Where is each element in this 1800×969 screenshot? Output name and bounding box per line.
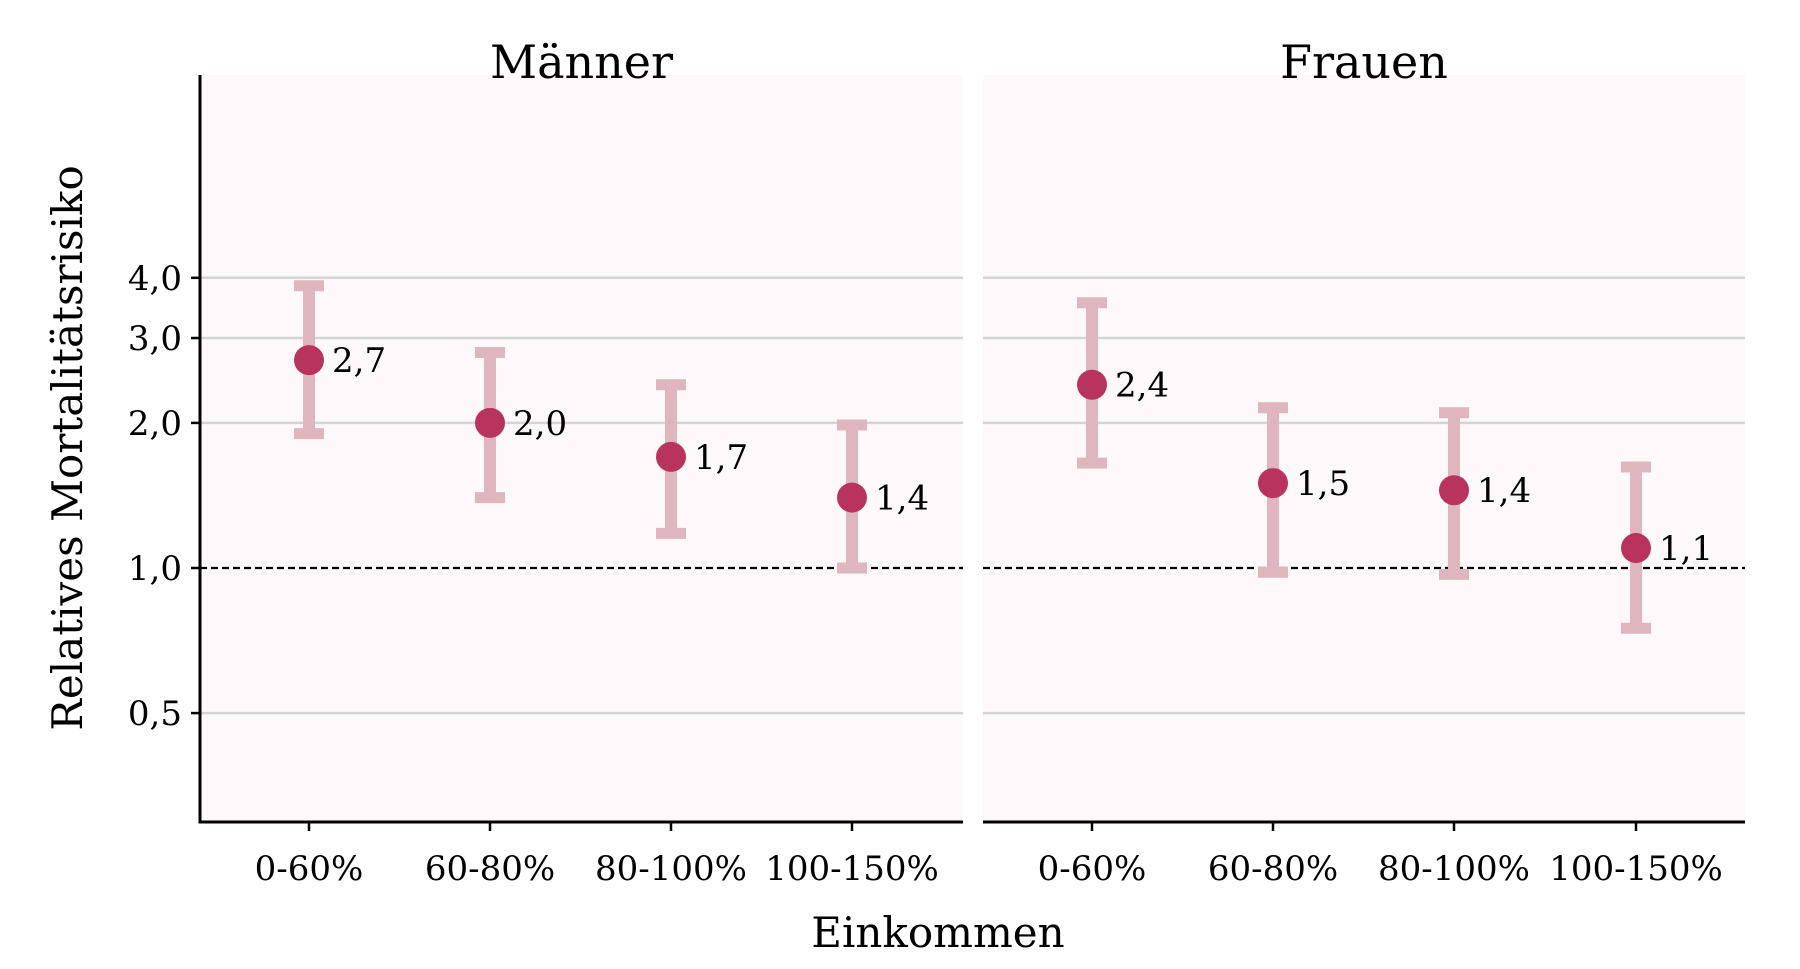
y-tick-label: 4,0 (128, 259, 182, 299)
x-tick-label: 100-150% (1549, 849, 1723, 889)
data-point (294, 345, 324, 376)
data-label: 1,5 (1296, 464, 1350, 504)
panel-title: Frauen (1280, 35, 1448, 89)
y-tick-label: 1,0 (128, 549, 182, 589)
data-label: 1,4 (875, 479, 929, 519)
x-tick-label: 100-150% (765, 849, 939, 889)
y-axis-title: Relatives Mortalitätsrisiko (43, 165, 92, 730)
data-label: 2,4 (1115, 366, 1169, 406)
data-point (1621, 533, 1651, 564)
data-point (1439, 475, 1469, 506)
x-tick-label: 0-60% (255, 849, 364, 889)
data-point (656, 441, 686, 472)
data-label: 2,7 (332, 341, 386, 381)
panel-title: Männer (490, 35, 673, 89)
panel-background (983, 75, 1745, 822)
data-point (1258, 468, 1288, 499)
x-tick-label: 80-100% (1378, 849, 1530, 889)
x-tick-label: 0-60% (1038, 849, 1147, 889)
data-point (837, 482, 867, 513)
x-axis-title: Einkommen (811, 908, 1064, 957)
y-tick-label: 2,0 (128, 404, 182, 444)
y-tick-label: 0,5 (128, 694, 182, 734)
data-label: 1,7 (694, 438, 748, 478)
data-point (475, 407, 505, 438)
data-point (1077, 369, 1107, 400)
y-tick-label: 3,0 (128, 319, 182, 359)
data-label: 1,1 (1659, 529, 1713, 569)
panel-background (200, 75, 963, 822)
data-label: 1,4 (1477, 471, 1531, 511)
data-label: 2,0 (513, 404, 567, 444)
x-tick-label: 60-80% (1208, 849, 1338, 889)
x-tick-label: 80-100% (595, 849, 747, 889)
x-tick-label: 60-80% (425, 849, 555, 889)
